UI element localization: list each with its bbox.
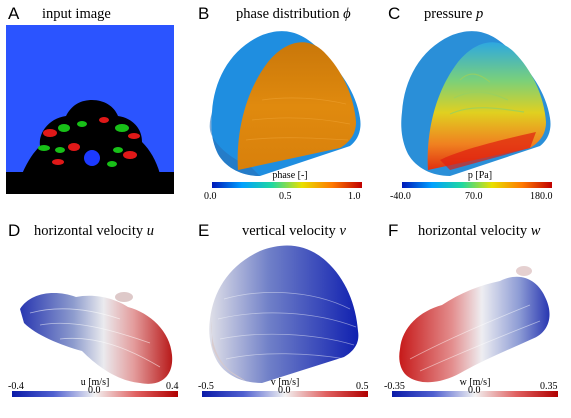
panel-symbol: p xyxy=(475,6,484,22)
panel-title-text: phase distribution xyxy=(236,6,340,22)
phase-render xyxy=(209,31,361,176)
w-isosurface xyxy=(399,276,550,383)
colorbar-mid-label: 70.0 xyxy=(465,191,483,202)
colorbar-title: w [m/s] xyxy=(459,377,491,388)
colorbar-max-label: 0.4 xyxy=(166,381,179,392)
colorbar-gradient xyxy=(212,182,362,188)
panel-title: horizontal velocity w xyxy=(418,223,540,240)
colorbar-min-label: -0.5 xyxy=(198,381,214,392)
colorbar-gradient xyxy=(202,391,368,397)
panel-e: E vertical velocity v v [m/s] -0.5 0.0 0… xyxy=(190,209,380,418)
panel-title-text: horizontal velocity xyxy=(418,223,528,239)
w-velocity-render xyxy=(399,266,550,383)
panel-title-text: pressure xyxy=(424,6,473,22)
colorbar-title: p [Pa] xyxy=(467,170,493,181)
colorbar-mid-label: 0.0 xyxy=(88,385,101,396)
panel-a: A input image xyxy=(0,0,190,209)
panel-title: vertical velocity v xyxy=(242,223,346,240)
colorbar-min-label: 0.0 xyxy=(204,191,217,202)
u-isosurface xyxy=(20,293,173,384)
panel-title: pressure p xyxy=(424,6,483,23)
colorbar-gradient xyxy=(12,391,178,397)
colorbar-title: phase [-] xyxy=(272,170,308,181)
panel-symbol: w xyxy=(530,223,541,239)
panel-symbol: u xyxy=(146,223,154,239)
panel-title-text: vertical velocity xyxy=(242,223,336,239)
panel-f: F horizontal velocity w w [m/s] -0.35 0.… xyxy=(380,209,570,418)
v-isosurface xyxy=(209,245,359,383)
colorbar-mid-label: 0.5 xyxy=(279,191,292,202)
panel-symbol: v xyxy=(339,223,346,239)
colorbar-title: u [m/s] xyxy=(80,377,110,388)
colorbar-min-label: -0.35 xyxy=(384,381,405,392)
u-velocity-render xyxy=(20,292,173,384)
colorbar-min-label: -0.4 xyxy=(8,381,24,392)
colorbar-gradient xyxy=(402,182,552,188)
panel-title: phase distribution ϕ xyxy=(236,6,351,23)
panel-letter: B xyxy=(198,4,210,23)
colorbar-mid-label: 0.0 xyxy=(278,385,291,396)
panel-letter: A xyxy=(8,4,20,23)
colorbar-mid-label: 0.0 xyxy=(468,385,481,396)
colorbar-max-label: 180.0 xyxy=(530,191,553,202)
panel-title-text: horizontal velocity xyxy=(34,223,144,239)
panel-b: B phase distribution ϕ phase [-] 0.0 0.5… xyxy=(190,0,380,209)
colorbar-title: v [m/s] xyxy=(270,377,300,388)
panel-letter: E xyxy=(198,221,210,240)
tracer-particles xyxy=(38,117,140,167)
panel-letter: C xyxy=(388,4,401,23)
input-image xyxy=(6,25,174,194)
panel-title: horizontal velocity u xyxy=(34,223,154,240)
v-velocity-render xyxy=(209,245,359,383)
panel-c: C pressure p p [Pa] -40.0 70.0 180.0 xyxy=(380,0,570,209)
panel-d: D horizontal velocity u u [m/s] -0.4 0.0… xyxy=(0,209,190,418)
colorbar-min-label: -40.0 xyxy=(390,191,411,202)
pressure-render xyxy=(401,31,551,176)
colorbar-gradient xyxy=(392,391,558,397)
colorbar-max-label: 0.5 xyxy=(356,381,369,392)
colorbar-max-label: 0.35 xyxy=(540,381,558,392)
panel-letter: D xyxy=(8,221,21,240)
panel-letter: F xyxy=(388,221,399,240)
colorbar-max-label: 1.0 xyxy=(348,191,361,202)
image-floor xyxy=(6,172,174,194)
panel-symbol: ϕ xyxy=(343,6,351,22)
panel-title: input image xyxy=(42,6,111,23)
panel-title-text: input image xyxy=(42,6,111,22)
